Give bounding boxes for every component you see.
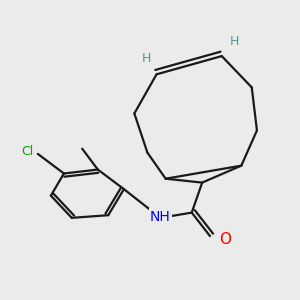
Text: H: H: [230, 35, 239, 48]
Text: NH: NH: [150, 209, 171, 224]
Text: O: O: [219, 232, 231, 247]
Text: H: H: [141, 52, 151, 65]
Text: Cl: Cl: [21, 145, 34, 158]
